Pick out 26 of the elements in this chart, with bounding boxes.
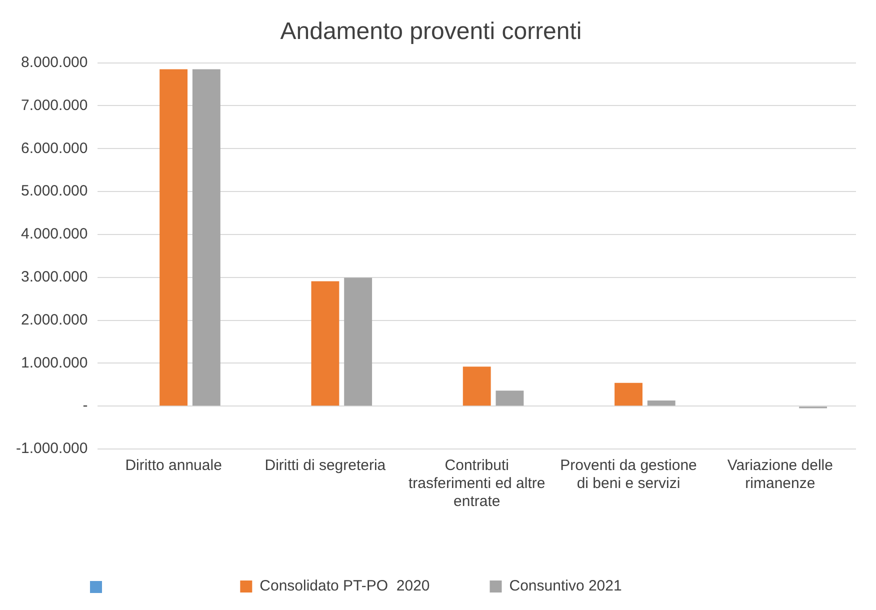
y-tick-label: 2.000.000 bbox=[20, 311, 88, 328]
y-tick-label: 3.000.000 bbox=[20, 268, 88, 286]
y-tick-label: 5.000.000 bbox=[20, 182, 88, 200]
legend-label: Consolidato PT-PO 2020 bbox=[260, 578, 430, 595]
y-tick-label: 8.000.000 bbox=[20, 54, 88, 71]
bar bbox=[647, 400, 676, 406]
bar bbox=[192, 69, 220, 406]
y-tick-label: - bbox=[82, 397, 88, 414]
bar bbox=[614, 382, 642, 406]
y-tick-label: -1.000.000 bbox=[16, 440, 88, 458]
x-tick-label: Proventi da gestione di beni e servizi bbox=[560, 457, 697, 492]
chart-title: Andamento proventi correnti bbox=[280, 18, 582, 46]
y-tick-label: 7.000.000 bbox=[20, 96, 88, 114]
y-tick-label: 6.000.000 bbox=[20, 140, 88, 157]
x-tick-label: Variazione delle rimanenze bbox=[727, 457, 833, 492]
bar bbox=[344, 278, 372, 406]
legend-label: Consuntivo 2021 bbox=[509, 578, 622, 595]
bar bbox=[496, 390, 524, 406]
y-tick-label: 1.000.000 bbox=[20, 354, 88, 372]
x-tick-label: Contributi trasferimenti ed altre entrate bbox=[408, 457, 546, 510]
x-tick-label: Diritto annuale bbox=[125, 457, 222, 474]
bar bbox=[160, 69, 188, 406]
bar bbox=[311, 281, 340, 406]
y-tick-label: 4.000.000 bbox=[20, 226, 88, 243]
x-tick-label: Diritti di segreteria bbox=[264, 457, 386, 474]
bar bbox=[462, 366, 491, 406]
